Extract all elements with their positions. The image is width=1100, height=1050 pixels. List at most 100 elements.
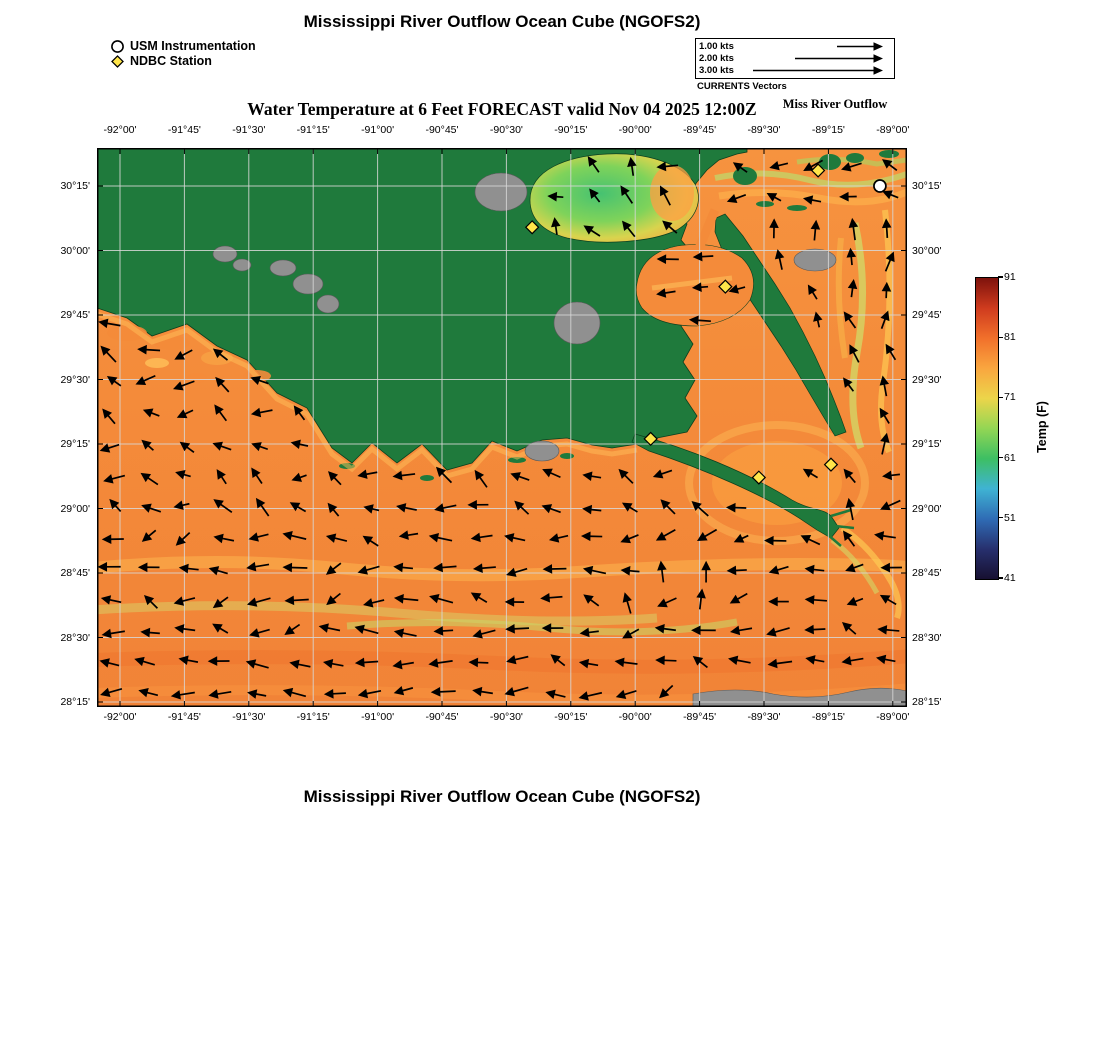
currents-speed-label: 3.00 kts <box>699 65 734 76</box>
currents-scale-arrow <box>795 54 883 63</box>
current-vector-arrow <box>470 592 488 603</box>
current-vector-arrow <box>170 690 195 700</box>
current-vector-arrow <box>212 441 232 451</box>
current-vector-arrow <box>140 627 160 638</box>
current-vector-arrow <box>109 498 122 513</box>
current-vector-arrow <box>175 470 191 480</box>
current-vector-arrow <box>173 380 195 391</box>
current-vector-arrow <box>541 504 561 514</box>
x-tick-label-top: -91°00' <box>361 124 395 136</box>
y-tick-label-left: 29°15' <box>60 438 90 450</box>
current-vector-arrow <box>142 408 160 418</box>
current-vector-arrow <box>214 404 228 422</box>
current-vector-arrow <box>178 563 199 574</box>
current-vector-arrow <box>841 655 864 666</box>
legend-usm-label: USM Instrumentation <box>130 39 256 53</box>
current-vector-arrow <box>874 531 896 541</box>
y-tick-label-left: 28°15' <box>60 696 90 708</box>
current-vector-arrow <box>659 684 674 699</box>
current-vector-arrow <box>578 658 599 669</box>
lake-maurepas-gray <box>474 172 528 212</box>
currents-legend-box: 1.00 kts 2.00 kts 3.00 kts <box>695 38 895 79</box>
footer-title: Mississippi River Outflow Ocean Cube (NG… <box>303 787 701 806</box>
current-vector-arrow <box>810 219 821 241</box>
ndbc-station-marker <box>718 279 733 294</box>
current-vector-arrow <box>802 468 819 479</box>
x-tick-label-top: -92°00' <box>103 124 137 136</box>
current-vector-arrow <box>504 686 529 697</box>
current-vector-arrow <box>504 597 525 607</box>
current-vector-arrow <box>510 472 530 482</box>
current-vector-arrow <box>392 470 416 481</box>
current-vector-arrow <box>843 468 856 484</box>
current-vector-arrow <box>618 468 634 484</box>
current-vector-arrow <box>656 288 676 298</box>
current-vector-arrow <box>247 689 267 699</box>
y-tick-label-right: 29°30' <box>912 373 942 386</box>
current-vector-arrow <box>813 311 823 328</box>
current-vector-arrow <box>363 504 380 514</box>
x-tick-label-top: -90°00' <box>618 124 652 136</box>
x-tick-label-top: -89°30' <box>747 124 781 136</box>
current-vector-arrow <box>435 466 453 484</box>
current-vector-arrow <box>622 628 640 639</box>
current-vector-arrow <box>701 560 711 583</box>
current-vector-arrow <box>291 472 307 482</box>
current-vector-arrow <box>472 629 496 639</box>
current-vector-arrow <box>880 432 890 455</box>
current-vector-arrow <box>506 567 528 577</box>
current-vector-arrow <box>176 409 194 419</box>
current-vector-arrow <box>251 467 263 484</box>
legend-ndbc: NDBC Station <box>110 54 212 68</box>
current-vector-arrow <box>178 655 199 665</box>
current-vector-arrow <box>732 162 748 173</box>
current-vector-arrow <box>879 594 897 606</box>
current-vector-arrow <box>248 532 269 542</box>
current-vector-arrow <box>430 687 456 697</box>
current-vector-arrow <box>504 533 526 543</box>
current-vector-arrow <box>655 529 676 541</box>
current-vector-arrow <box>545 689 566 699</box>
ndbc-station-marker <box>810 163 826 178</box>
current-vector-arrow <box>428 658 453 668</box>
page-title: Mississippi River Outflow Ocean Cube (NG… <box>303 12 701 31</box>
current-vector-arrow <box>100 687 123 698</box>
current-vector-arrow <box>102 408 116 425</box>
current-vector-arrow <box>579 627 599 638</box>
current-vector-arrow <box>729 625 753 636</box>
current-vector-arrow <box>881 218 892 238</box>
current-vector-arrow <box>250 407 273 418</box>
y-tick-label-left: 30°15' <box>60 180 90 192</box>
current-vector-arrow <box>847 279 858 298</box>
current-vector-arrow <box>804 624 826 635</box>
current-vector-arrow <box>470 532 493 543</box>
current-vector-arrow <box>328 471 342 486</box>
y-tick-label-right: 29°15' <box>912 438 942 450</box>
current-vector-arrow <box>326 592 341 606</box>
colorbar-tick-label: 71 <box>1004 391 1016 404</box>
current-vector-arrow <box>767 658 793 669</box>
current-vector-arrow <box>655 655 677 666</box>
current-vector-arrow <box>245 659 269 669</box>
current-vector-arrow <box>357 688 382 699</box>
current-vector-arrow <box>582 504 602 515</box>
current-vector-arrow <box>541 623 564 633</box>
current-vector-arrow <box>255 497 270 517</box>
current-vector-arrow <box>620 534 639 544</box>
current-vector-arrow <box>654 623 676 634</box>
current-vector-arrow <box>208 566 228 576</box>
current-vector-arrow <box>876 654 896 665</box>
current-vector-arrow <box>843 311 857 329</box>
current-vector-arrow <box>839 191 857 202</box>
current-vector-arrow <box>652 469 673 479</box>
y-tick-label-right: 30°15' <box>912 180 942 192</box>
current-vector-arrow <box>726 193 747 204</box>
current-vector-arrow <box>880 499 901 511</box>
x-tick-label-bottom: -91°15' <box>296 711 330 723</box>
current-vector-arrow <box>318 623 341 633</box>
current-vector-arrow <box>846 247 857 266</box>
y-tick-label-right: 28°30' <box>912 631 942 644</box>
current-vector-arrow <box>137 562 160 573</box>
delta-arm <box>631 433 840 539</box>
current-vector-arrow <box>774 249 785 270</box>
